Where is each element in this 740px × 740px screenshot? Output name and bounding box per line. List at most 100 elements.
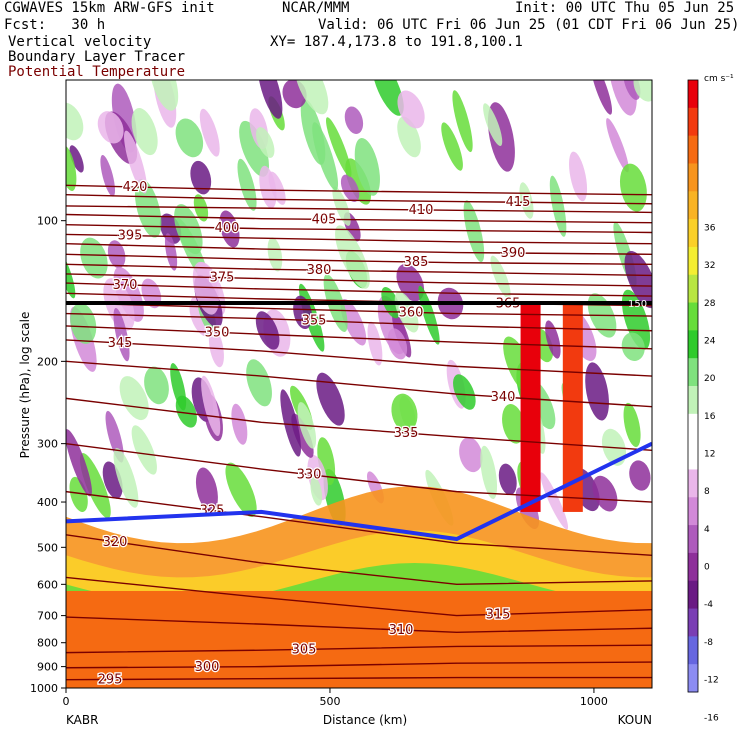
theta-label-330: 330 [297,468,322,483]
w-cell [592,475,618,512]
w-cell [199,108,220,157]
theta-label-390: 390 [501,246,526,261]
w-cell [149,80,179,111]
theta-label-415: 415 [506,195,531,210]
w-cell [195,467,218,513]
theta-label-410: 410 [409,203,434,218]
boundary-layer-shading [66,590,652,688]
colorbar-label: 36 [704,223,716,233]
w-cell [280,389,301,457]
w-cell [441,122,463,171]
colorbar-swatch [688,163,698,192]
theta-label-310: 310 [389,623,414,638]
theta-contour-360 [66,302,652,317]
theta-contour-375 [66,273,652,287]
w-cell [107,240,126,269]
w-cell [201,375,221,437]
w-cell [387,328,408,360]
w-cell [225,462,257,518]
theta-label-295: 295 [98,672,123,687]
w-cell [418,285,440,345]
org-label: NCAR/MMM [282,0,350,16]
theta-contour-410 [66,205,652,214]
colorbar-swatch [688,636,698,665]
w-cell [325,117,352,178]
y-axis: 100 200 300 400 500 600 700 800 900 1000 [30,215,66,695]
field-potential-temperature: Potential Temperature [8,64,186,80]
w-cell [367,321,383,366]
tracer-outline [66,441,652,542]
theta-contour-300 [66,661,652,669]
y-axis-label: Pressure (hPa), log scale [18,312,32,459]
theta-contour-340 [66,360,652,408]
x-tick-label: 1000 [580,695,608,708]
theta-contour-295 [66,676,652,681]
w-cell [354,137,380,196]
w-cell [80,237,108,279]
w-cell [66,102,84,141]
theta-contour-315 [66,576,652,617]
y-tick-label: 900 [37,661,58,674]
colorbar-swatch [688,135,698,164]
w-cell [372,80,404,116]
w-cell [164,233,178,271]
w-cell [397,90,425,129]
w-cell [256,127,275,158]
theta-contour-320 [66,534,652,586]
updraft-core [562,302,583,512]
colorbar-label: -4 [704,600,713,610]
w-cell [239,120,269,177]
theta-contour-345 [66,339,652,377]
w-cell [131,108,158,156]
model-title: CGWAVES 15km ARW-GFS init [4,0,215,16]
w-cell [119,376,149,421]
w-cell [498,463,517,496]
w-cell [246,359,272,407]
w-cell [480,445,498,500]
colorbar-swatch [688,191,698,220]
w-cell [316,372,345,426]
theta-label-385: 385 [404,255,429,270]
y-tick-label: 100 [37,215,58,228]
w-cell [490,255,511,299]
y-tick-label: 600 [37,578,58,591]
y-tick-label: 1000 [30,682,58,695]
init-time: Init: 00 UTC Thu 05 Jun 25 [515,0,735,16]
theta-label-370: 370 [113,278,138,293]
colorbar-swatch [688,358,698,387]
left-endpoint-label: KABR [66,713,98,727]
colorbar-swatch [688,497,698,526]
w-cell [208,327,224,368]
theta-label-405: 405 [312,212,337,227]
colorbar-label: 4 [704,525,710,535]
theta-label-360: 360 [399,305,424,320]
w-cell [255,311,280,350]
field-boundary-layer-tracer: Boundary Layer Tracer [8,49,186,65]
w-cell [97,111,124,144]
w-cell [621,332,645,361]
theta-contour-310 [66,616,652,634]
colorbar-swatch [688,552,698,582]
w-cell [452,90,473,153]
w-cell [237,158,257,211]
theta-label-315: 315 [486,607,511,622]
w-cell [585,362,609,421]
w-cell [608,80,637,116]
w-cell [545,320,561,359]
w-cell [113,307,130,362]
colorbar-swatch [688,274,698,304]
colorbar-label: 0 [704,563,710,573]
theta-contour-395 [66,233,652,245]
colorbar-swatch [688,441,698,470]
theta-contour-400 [66,223,652,234]
x-tick-label: 500 [319,695,340,708]
colorbar-label: -12 [704,676,719,686]
updraft-core [520,302,541,512]
x-axis: 0 500 1000 [63,688,608,708]
colorbar-label: 12 [704,450,715,460]
w-cell [569,151,588,202]
w-cell [623,402,641,448]
w-cell [459,437,483,473]
w-cell [519,182,534,219]
field-vertical-velocity: Vertical velocity [8,34,152,50]
